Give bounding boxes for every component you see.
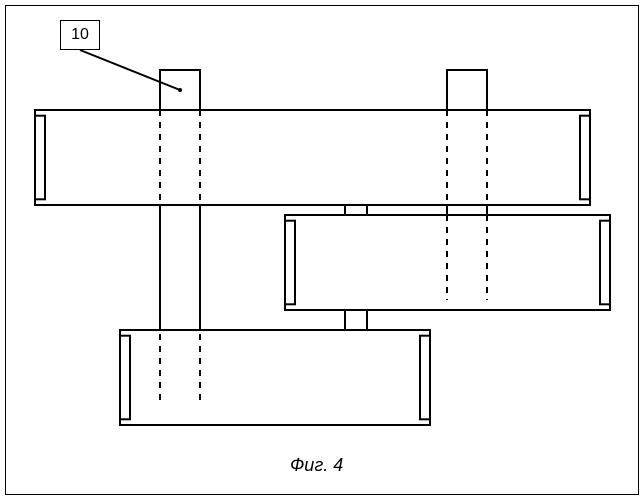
figure-caption: Фиг. 4 [290, 455, 343, 476]
diagram-svg [0, 0, 644, 500]
diagram-container: 10 Фиг. 4 [0, 0, 644, 500]
callout-label-text: 10 [71, 26, 89, 44]
callout-label-box: 10 [60, 20, 100, 50]
